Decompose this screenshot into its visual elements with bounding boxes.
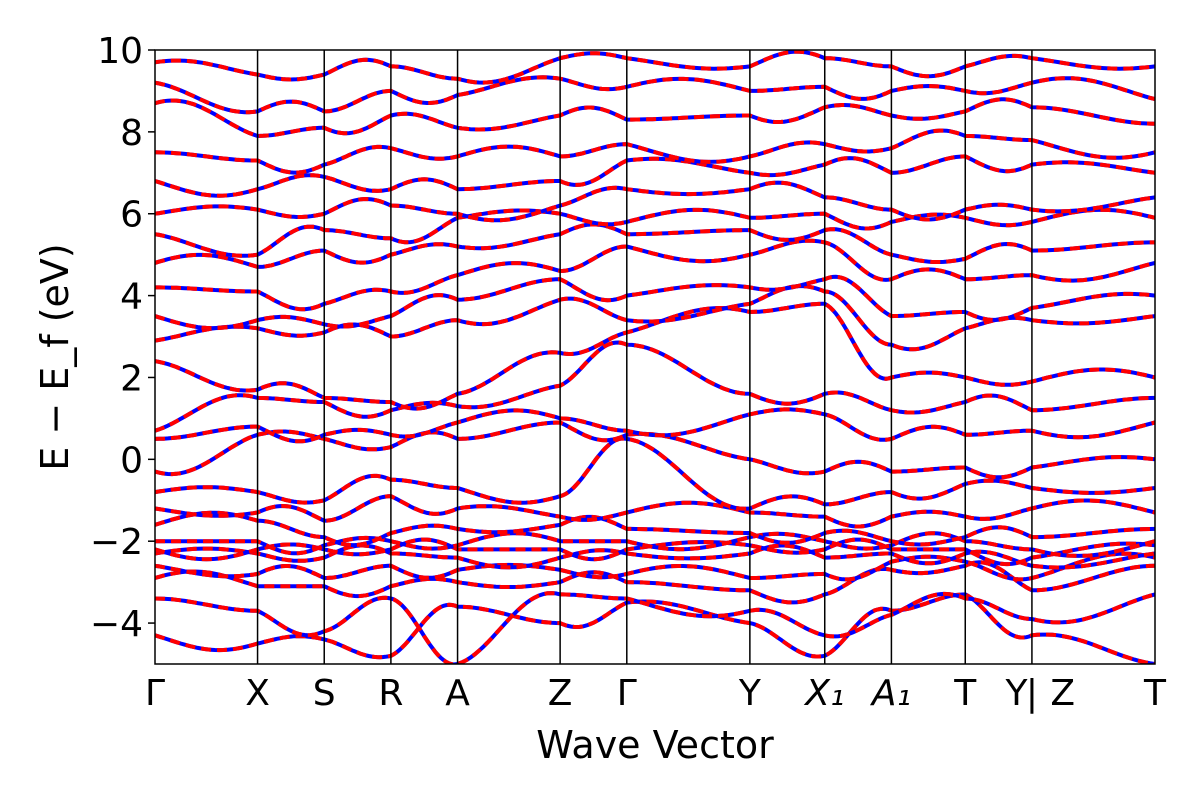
- x-axis: Γ X S R A Z Γ Y X₁ A₁ T Y| Z T: [145, 673, 1167, 714]
- x-tick-label: X₁: [803, 673, 844, 714]
- y-tick-label: 10: [97, 31, 143, 72]
- y-tick-label: 8: [120, 113, 143, 154]
- y-tick-label: −4: [90, 604, 143, 645]
- band-line: [155, 128, 1155, 175]
- y-tick-label: 2: [120, 358, 143, 399]
- y-tick-label: 4: [120, 277, 143, 318]
- x-tick-label: S: [313, 673, 336, 714]
- y-tick-label: −2: [90, 522, 143, 563]
- band-line: [155, 75, 1155, 115]
- band-lines: [155, 50, 1155, 664]
- y-tick-label: 6: [120, 195, 143, 236]
- band-line-dashed: [155, 154, 1155, 198]
- plot-frame: [154, 49, 1156, 665]
- y-axis-title: E − E_f (eV): [33, 243, 77, 471]
- x-tick-label: A: [445, 673, 470, 714]
- x-tick-label: Γ: [617, 673, 637, 714]
- x-tick-label: A₁: [870, 673, 911, 714]
- x-tick-label: Y: [738, 673, 762, 714]
- band-line-dashed: [155, 222, 1155, 269]
- y-tick-label: 0: [120, 440, 143, 481]
- x-tick-label: Z: [1050, 673, 1075, 714]
- band-line-dashed: [155, 436, 1155, 511]
- x-tick-label: |: [1026, 673, 1038, 714]
- x-tick-label: R: [378, 673, 403, 714]
- y-axis: −4 −2 0 2 4 6 8 10: [90, 31, 155, 645]
- high-symmetry-lines: [256, 50, 1033, 664]
- band-line: [155, 407, 1155, 444]
- x-axis-title: Wave Vector: [536, 723, 774, 767]
- x-tick-label: Γ: [145, 673, 165, 714]
- x-tick-label: T: [1143, 673, 1167, 714]
- band-line: [155, 238, 1155, 312]
- band-line: [155, 50, 1155, 85]
- x-tick-label: T: [953, 673, 977, 714]
- x-tick-label: Z: [548, 673, 573, 714]
- x-tick-label: X: [245, 673, 270, 714]
- x-tick-label: Y: [1005, 673, 1029, 714]
